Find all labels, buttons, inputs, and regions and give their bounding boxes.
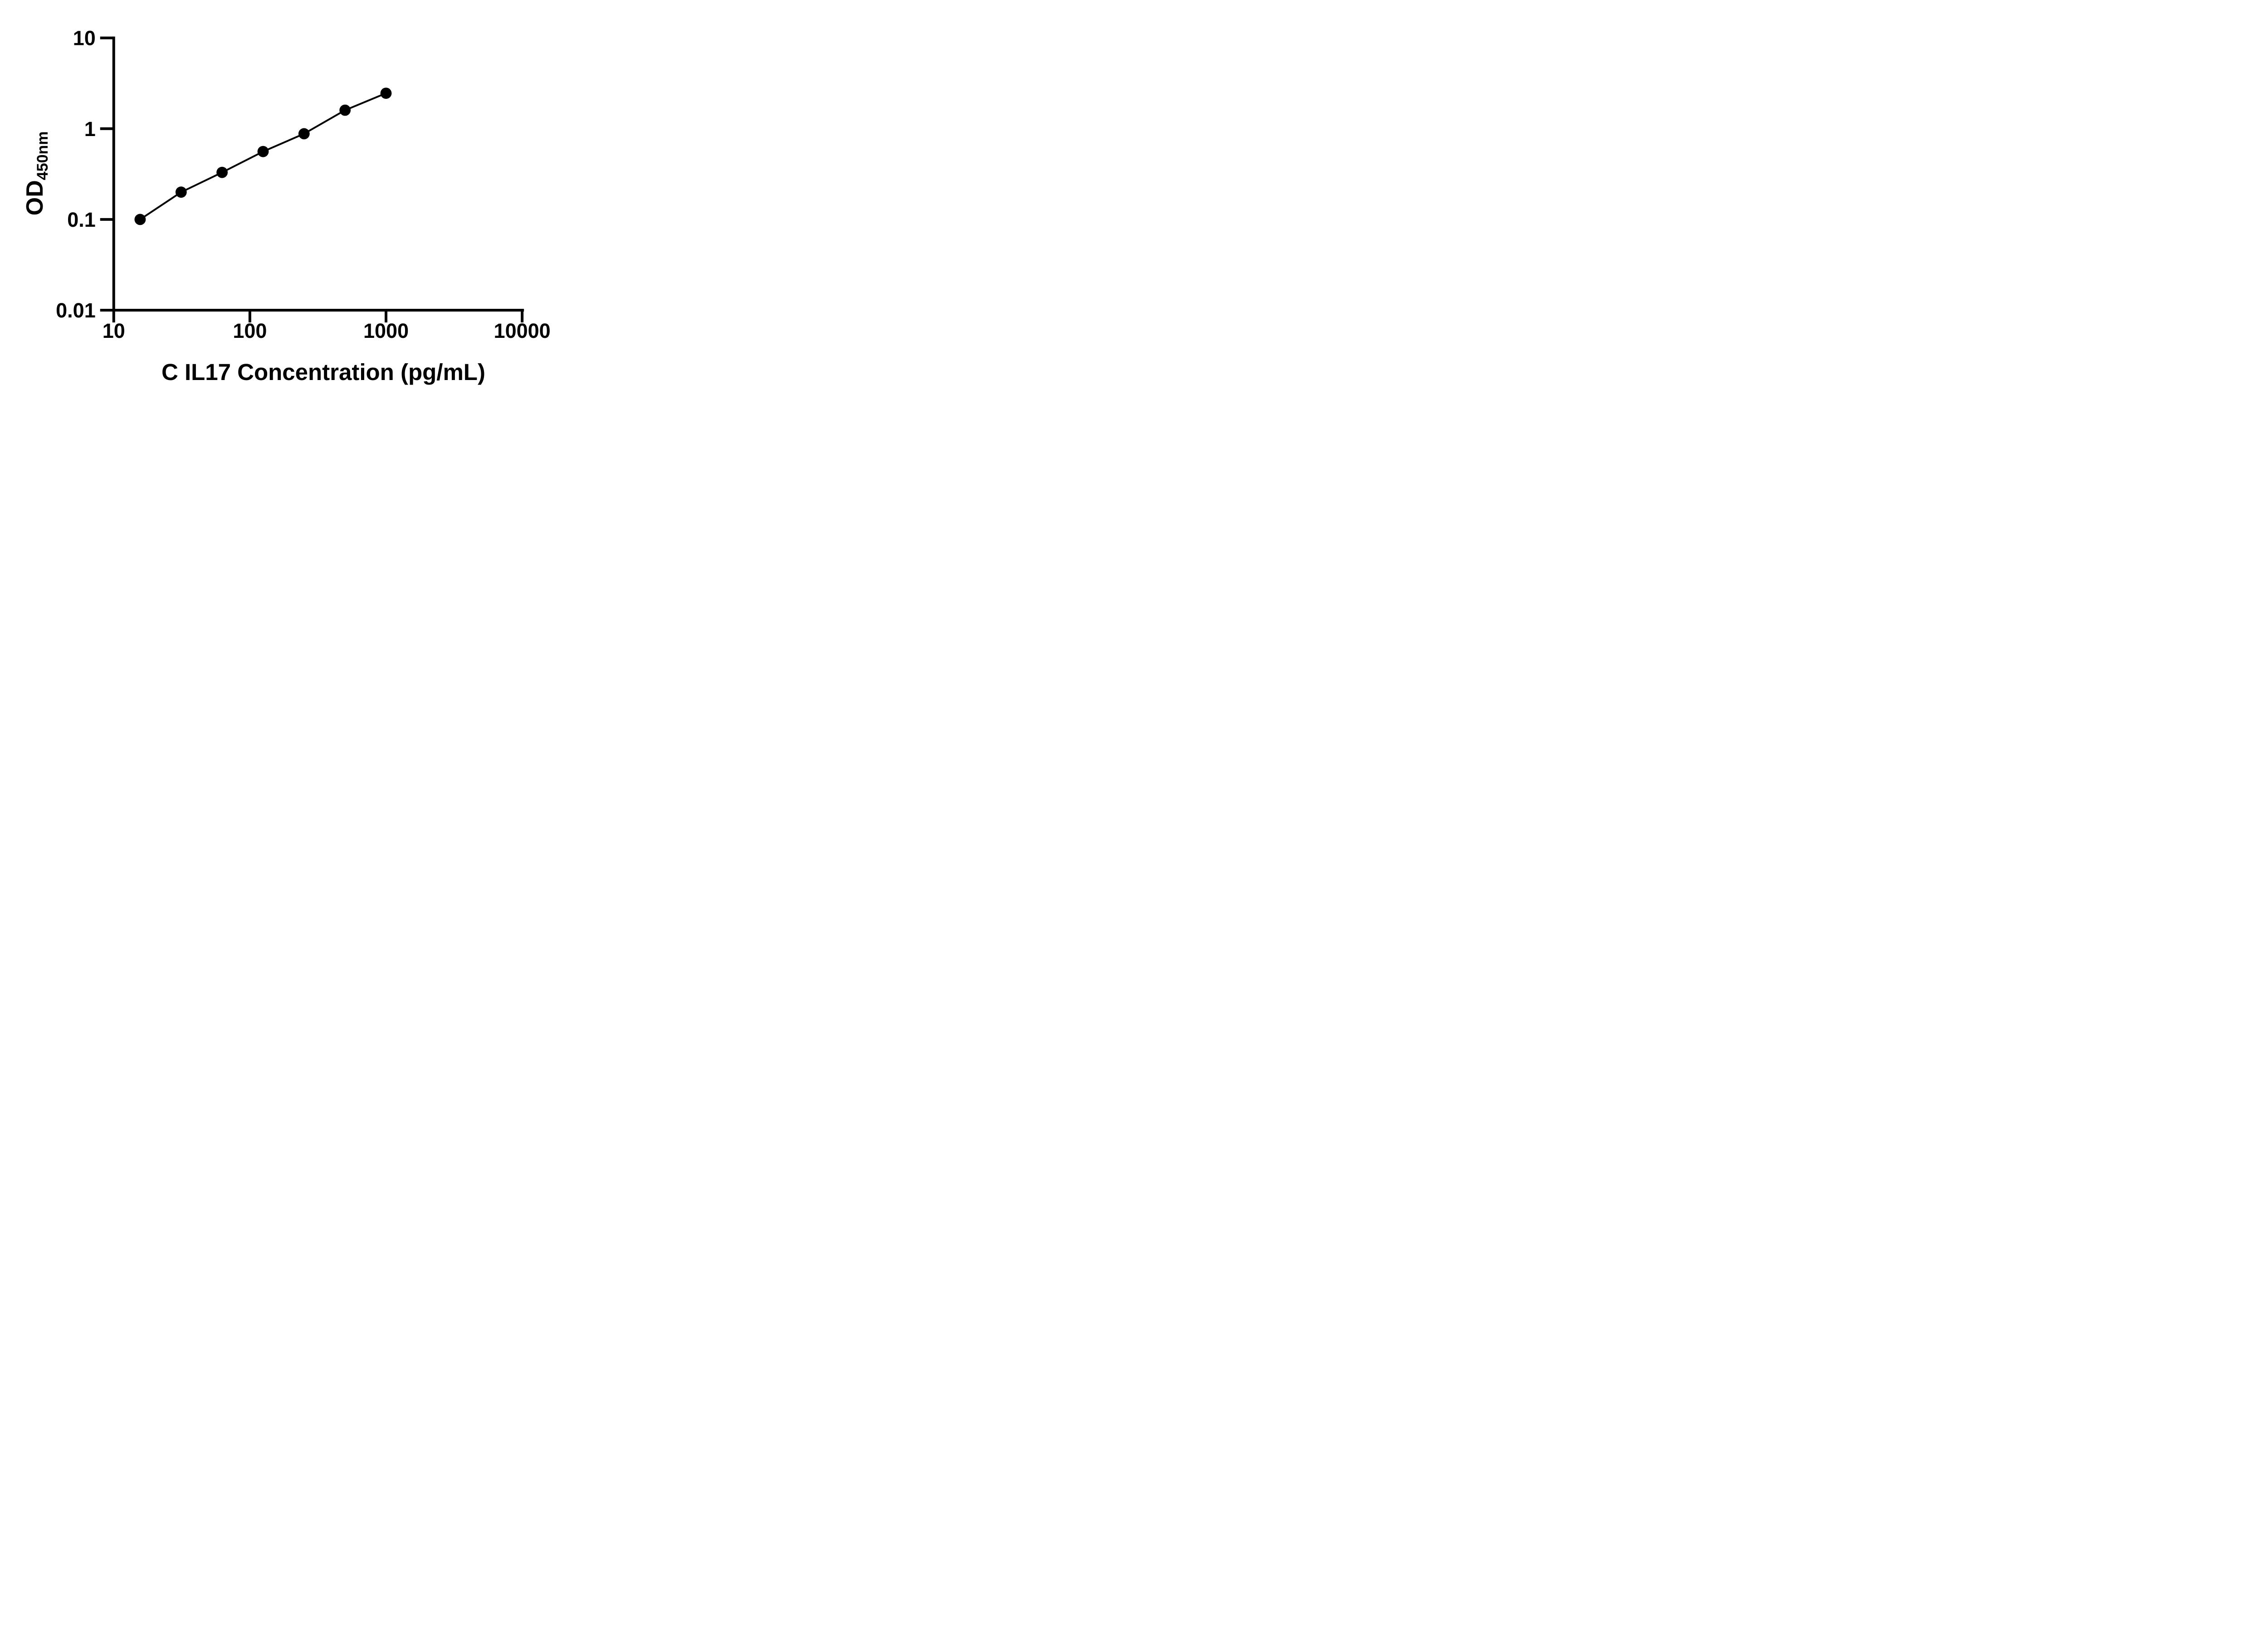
x-axis: 10 100 1000 10000 — [103, 309, 551, 342]
chart-canvas: 10 100 1000 10000 10 1 0.1 0.01 C IL17 Concentra… — [22, 27, 551, 385]
x-axis-tick-label: 1000 — [363, 319, 409, 342]
data-point — [175, 186, 187, 198]
x-axis-tick-label: 100 — [233, 319, 267, 342]
x-axis-tick-label: 10 — [103, 319, 125, 342]
elisa-standard-curve-figure: 10 100 1000 10000 10 1 0.1 0.01 C IL17 Concentra… — [0, 0, 585, 410]
x-axis-tick-label: 10000 — [494, 319, 551, 342]
y-axis-title-subscript: 450nm — [34, 131, 51, 180]
y-axis: 10 1 0.1 0.01 — [56, 27, 115, 322]
data-point — [257, 146, 269, 157]
y-axis-tick-label: 10 — [73, 27, 96, 50]
y-axis-title-base: OD — [22, 180, 48, 215]
x-axis-title: C IL17 Concentration (pg/mL) — [161, 359, 485, 385]
series-standard-curve — [134, 88, 392, 225]
data-point — [134, 214, 146, 225]
y-axis-tick-label: 0.01 — [56, 299, 96, 322]
data-point — [380, 88, 392, 99]
y-axis-title: OD450nm — [22, 131, 51, 215]
data-point — [339, 104, 351, 116]
data-point — [298, 128, 310, 140]
y-axis-tick-label: 1 — [84, 117, 96, 141]
data-point — [216, 166, 228, 178]
y-axis-tick-label: 0.1 — [67, 208, 96, 231]
